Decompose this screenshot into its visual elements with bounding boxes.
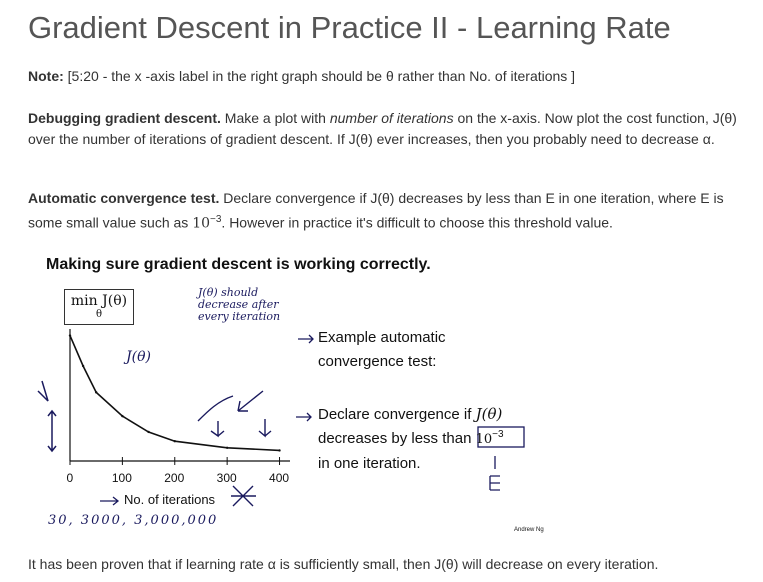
x-axis-label: No. of iterations xyxy=(124,492,216,507)
auto-paragraph: Automatic convergence test. Declare conv… xyxy=(28,188,753,235)
down-arrow-doodle-2 xyxy=(210,421,225,438)
example-text-line-2: convergence test: xyxy=(318,353,437,370)
cost-data-point xyxy=(81,364,85,368)
declare-text-line-1: Declare convergence if J(θ) xyxy=(318,405,502,423)
handwritten-scale-note: 30, 3000, 3,000,000 xyxy=(48,513,219,528)
left-arrow-doodle xyxy=(37,380,49,402)
auto-label: Automatic convergence test. xyxy=(28,190,220,206)
y-axis-label: min J(θ) xyxy=(70,293,128,309)
xlabel-arrow-doodle xyxy=(100,496,120,506)
declare-text-1: Declare convergence if xyxy=(318,406,472,423)
cost-data-point xyxy=(147,430,150,434)
cost-data-point xyxy=(121,414,124,418)
page-title: Gradient Descent in Practice II - Learni… xyxy=(28,10,671,45)
declare-text-line-2: decreases by less than 10−3 xyxy=(318,429,504,447)
cost-data-point xyxy=(278,449,281,452)
slide-credit: Andrew Ng xyxy=(514,527,544,533)
y-axis-label-subscript: θ xyxy=(95,309,103,320)
x-tick-label: 400 xyxy=(269,471,290,485)
auto-text-1: Declare convergence if J(θ) decreases by… xyxy=(28,190,724,231)
x-tick-label: 300 xyxy=(216,471,237,485)
declare-math-2: 10 xyxy=(475,432,493,447)
lecture-slide-image: Making sure gradient descent is working … xyxy=(28,251,548,536)
y-axis-label-box: min J(θ) θ xyxy=(64,289,134,325)
x-tick-label: 200 xyxy=(164,471,185,485)
note-label: Note: xyxy=(28,68,64,84)
annotation-should-decrease: J(θ) should decrease after every iterati… xyxy=(198,286,281,323)
example-text-line-1: Example automatic xyxy=(318,329,446,346)
annotation-jtheta: J(θ) xyxy=(126,349,151,365)
auto-power-exp: −3 xyxy=(210,214,222,225)
example-arrow-doodle xyxy=(298,334,314,344)
theta-arrow-doodle xyxy=(197,395,234,422)
x-tick-label: 0 xyxy=(66,471,74,485)
crossed-out-doodle xyxy=(231,485,256,507)
cost-data-point xyxy=(68,334,72,337)
debug-paragraph: Debugging gradient descent. Make a plot … xyxy=(28,108,753,150)
declare-text-2: decreases by less than xyxy=(318,430,472,447)
cost-curve-points xyxy=(68,334,281,452)
double-arrow-doodle xyxy=(47,409,57,453)
x-tick-marks xyxy=(69,457,281,465)
cost-data-point xyxy=(173,440,176,443)
footer-text: It has been proven that if learning rate… xyxy=(28,556,659,572)
note-text: [5:20 - the x -axis label in the right g… xyxy=(67,68,576,84)
threshold-box xyxy=(477,426,525,448)
auto-power-base: 10 xyxy=(192,215,211,232)
debug-text-1: Make a plot with xyxy=(224,110,326,126)
cost-data-point xyxy=(94,391,98,394)
cost-data-point xyxy=(225,446,229,449)
down-arrow-doodle-3 xyxy=(258,419,272,438)
cost-curve-line xyxy=(69,335,280,452)
slide-drawing xyxy=(37,329,525,507)
down-arrow-doodle-1 xyxy=(237,390,264,412)
epsilon-doodle xyxy=(489,456,500,491)
slide-title: Making sure gradient descent is working … xyxy=(46,256,431,273)
declare-arrow-doodle xyxy=(296,412,312,422)
x-tick-label: 100 xyxy=(111,471,132,485)
declare-text-line-3: in one iteration. xyxy=(318,455,421,472)
debug-italic: number of iterations xyxy=(329,110,454,126)
debug-label: Debugging gradient descent. xyxy=(28,110,221,126)
declare-math-1: J(θ) xyxy=(475,405,503,423)
auto-text-2: . However in practice it's difficult to … xyxy=(221,214,613,231)
debug-text-2: on the x-axis. Now plot the cost functio… xyxy=(28,110,737,147)
declare-math-2-exp: −3 xyxy=(492,429,504,440)
note-paragraph: Note: [5:20 - the x -axis label in the r… xyxy=(28,66,753,87)
